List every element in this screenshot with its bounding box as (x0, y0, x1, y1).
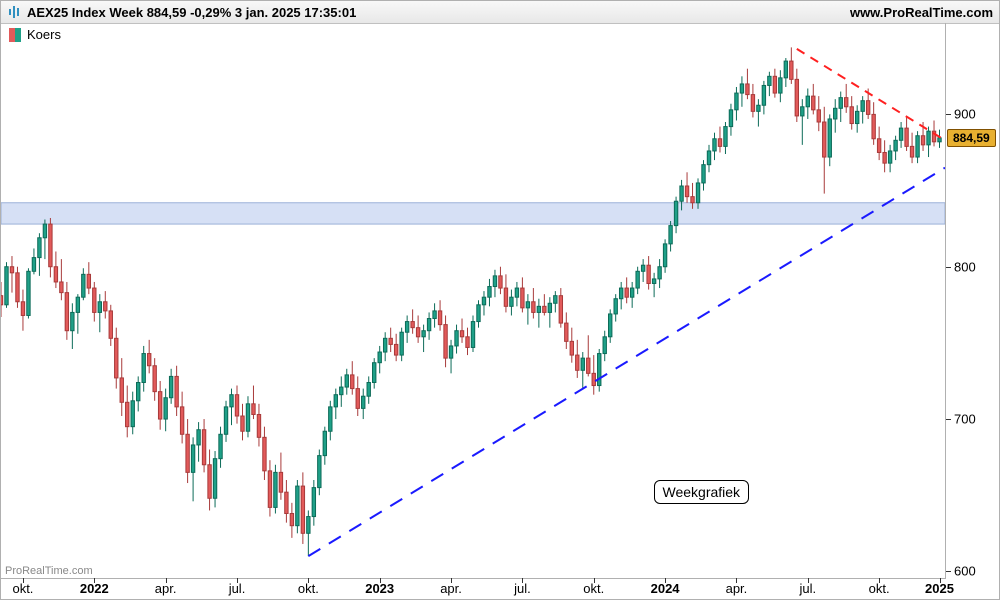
chart-container: AEX25 Index Week 884,59 -0,29% 3 jan. 20… (0, 0, 1000, 600)
x-tick-label: okt. (298, 581, 319, 596)
y-tick-label: 800 (954, 259, 976, 274)
annotation-text: Weekgrafiek (663, 484, 741, 500)
y-tick-label: 600 (954, 564, 976, 579)
brand-link[interactable]: www.ProRealTime.com (850, 5, 993, 20)
watermark: ProRealTime.com (5, 565, 93, 577)
x-tick-label: 2023 (365, 581, 394, 596)
x-tick-label: jul. (229, 581, 246, 596)
x-tick-label: apr. (155, 581, 177, 596)
header-bar: AEX25 Index Week 884,59 -0,29% 3 jan. 20… (1, 1, 999, 24)
x-tick-label: jul. (514, 581, 531, 596)
chart-icon (7, 5, 21, 19)
y-axis: 884,59 600 700 800 900 (945, 23, 999, 579)
plot-area[interactable]: Weekgrafiek ProRealTime.com (1, 23, 945, 579)
x-tick-label: apr. (440, 581, 462, 596)
y-tick-label: 700 (954, 412, 976, 427)
x-tick-label: okt. (869, 581, 890, 596)
price-tag-value: 884,59 (953, 131, 990, 145)
x-tick-label: 2022 (80, 581, 109, 596)
annotation-box: Weekgrafiek (654, 480, 750, 504)
x-tick-label: okt. (12, 581, 33, 596)
x-tick-label: okt. (583, 581, 604, 596)
chart-title: AEX25 Index Week 884,59 -0,29% 3 jan. 20… (27, 5, 356, 20)
x-tick-label: 2024 (651, 581, 680, 596)
x-tick-label: 2025 (925, 581, 954, 596)
y-tick-label: 900 (954, 107, 976, 122)
x-tick-label: apr. (726, 581, 748, 596)
x-axis: okt. 2022 apr. jul. okt. 2023 apr. jul. okt. 2024… (1, 578, 945, 599)
x-tick-label: jul. (799, 581, 816, 596)
price-tag: 884,59 (947, 129, 996, 147)
